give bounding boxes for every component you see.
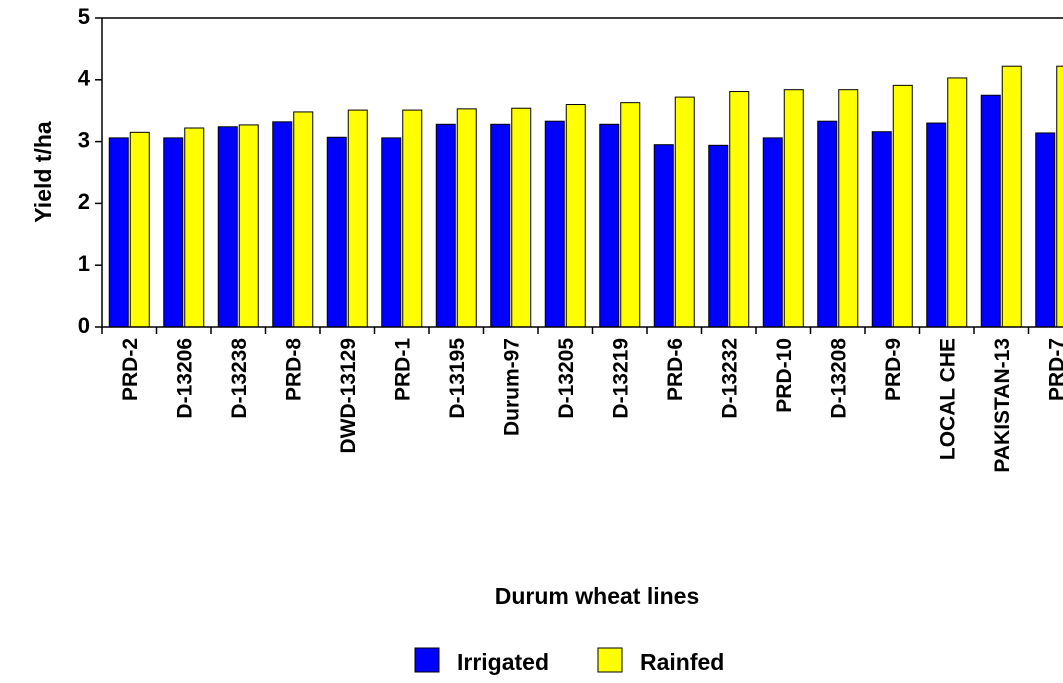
bar [293, 111, 314, 328]
bar [511, 107, 532, 328]
x-tick-label: PAKISTAN-13 [991, 338, 1014, 473]
y-axis-title: Yield t/ha [30, 121, 56, 223]
bar [238, 124, 259, 328]
x-tick-label: PRD-9 [882, 338, 905, 401]
bar [817, 120, 838, 328]
x-tick-label: PRD-2 [119, 338, 142, 401]
bar [1035, 132, 1056, 328]
bar [456, 108, 477, 328]
bar [163, 137, 184, 328]
bar [980, 94, 1001, 328]
bar [599, 123, 620, 328]
legend-swatch [414, 647, 440, 673]
bar [217, 126, 238, 328]
x-tick-label: PRD-10 [773, 338, 796, 413]
x-tick-label: D-13195 [446, 338, 469, 419]
bar [729, 91, 750, 328]
y-tick-label: 2 [78, 189, 90, 214]
x-tick-label: Durum-97 [500, 338, 523, 436]
bar [402, 109, 423, 328]
bar [620, 102, 641, 328]
bar [838, 89, 859, 328]
x-tick-label: D-13238 [228, 338, 251, 419]
bar [653, 144, 674, 328]
bar [272, 121, 293, 328]
bar [892, 84, 913, 328]
legend-label: Rainfed [640, 649, 724, 675]
x-tick-label: D-13208 [827, 338, 850, 419]
bar [871, 131, 892, 328]
bar [783, 89, 804, 328]
y-tick-label: 3 [78, 127, 90, 152]
bar [347, 109, 368, 328]
x-tick-label: D-13219 [609, 338, 632, 419]
bar [674, 96, 695, 328]
bar [762, 137, 783, 328]
bar [381, 137, 402, 328]
bar [1001, 65, 1022, 328]
bar [1056, 65, 1063, 328]
y-tick-label: 0 [78, 313, 90, 338]
bar [947, 77, 968, 328]
x-tick-label: PRD-6 [664, 338, 687, 401]
bar [326, 136, 347, 328]
x-tick-label: PRD-8 [282, 338, 305, 401]
bar [435, 123, 456, 328]
bar [565, 104, 586, 328]
x-tick-label: LOCAL CHE [936, 338, 959, 460]
x-tick-label: DWD-13129 [337, 338, 360, 454]
bar [108, 137, 129, 328]
bar [490, 123, 511, 328]
legend-swatch [597, 647, 623, 673]
x-tick-label: D-13205 [555, 338, 578, 419]
y-tick-label: 1 [78, 251, 90, 276]
bar [926, 122, 947, 328]
x-axis-title: Durum wheat lines [495, 583, 699, 609]
x-tick-label: D-13232 [718, 338, 741, 419]
y-tick-label: 4 [78, 66, 91, 91]
bar [129, 131, 150, 328]
bar [544, 120, 565, 328]
x-tick-label: D-13206 [173, 338, 196, 419]
legend-label: Irrigated [457, 649, 549, 675]
bar [184, 127, 205, 328]
x-tick-label: PRD-1 [391, 338, 414, 401]
x-tick-label: PRD-7 [1045, 338, 1063, 401]
bar [708, 144, 729, 328]
y-tick-label: 5 [78, 4, 90, 29]
